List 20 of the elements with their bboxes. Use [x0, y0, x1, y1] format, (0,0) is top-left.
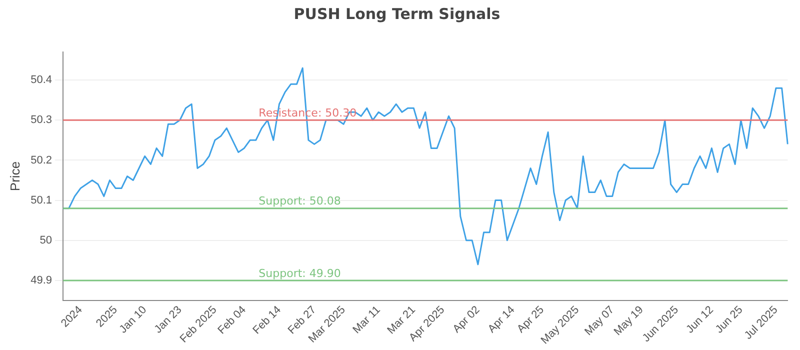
x-tick-label: Apr 25 [515, 304, 546, 336]
x-tick-label: Apr 02 [450, 304, 482, 336]
x-tick-label: Jan 10 [117, 304, 150, 336]
y-tick-label: 50 [40, 234, 52, 246]
x-tick-label: Jun 25 [713, 304, 746, 336]
ref-line-label: Support: 50.08 [258, 194, 341, 208]
x-tick-label: Jan 23 [152, 304, 184, 336]
y-tick-label: 50.3 [30, 114, 52, 126]
y-tick-label: 50.2 [30, 154, 52, 166]
x-tick-label: Jun 12 [684, 304, 716, 336]
chart-title: PUSH Long Term Signals [294, 4, 500, 23]
x-tick-label: Apr 14 [486, 304, 518, 336]
x-tick-label: Mar 11 [350, 304, 383, 336]
y-tick-label: 50.1 [30, 194, 52, 206]
y-tick-label: 50.4 [30, 74, 52, 86]
x-tick-label: Feb 14 [250, 304, 284, 337]
y-tick-label: 49.9 [30, 274, 52, 286]
ref-line-label: Support: 49.90 [258, 266, 341, 280]
y-axis-title: Price [7, 161, 22, 192]
x-tick-label: Feb 04 [216, 304, 248, 337]
